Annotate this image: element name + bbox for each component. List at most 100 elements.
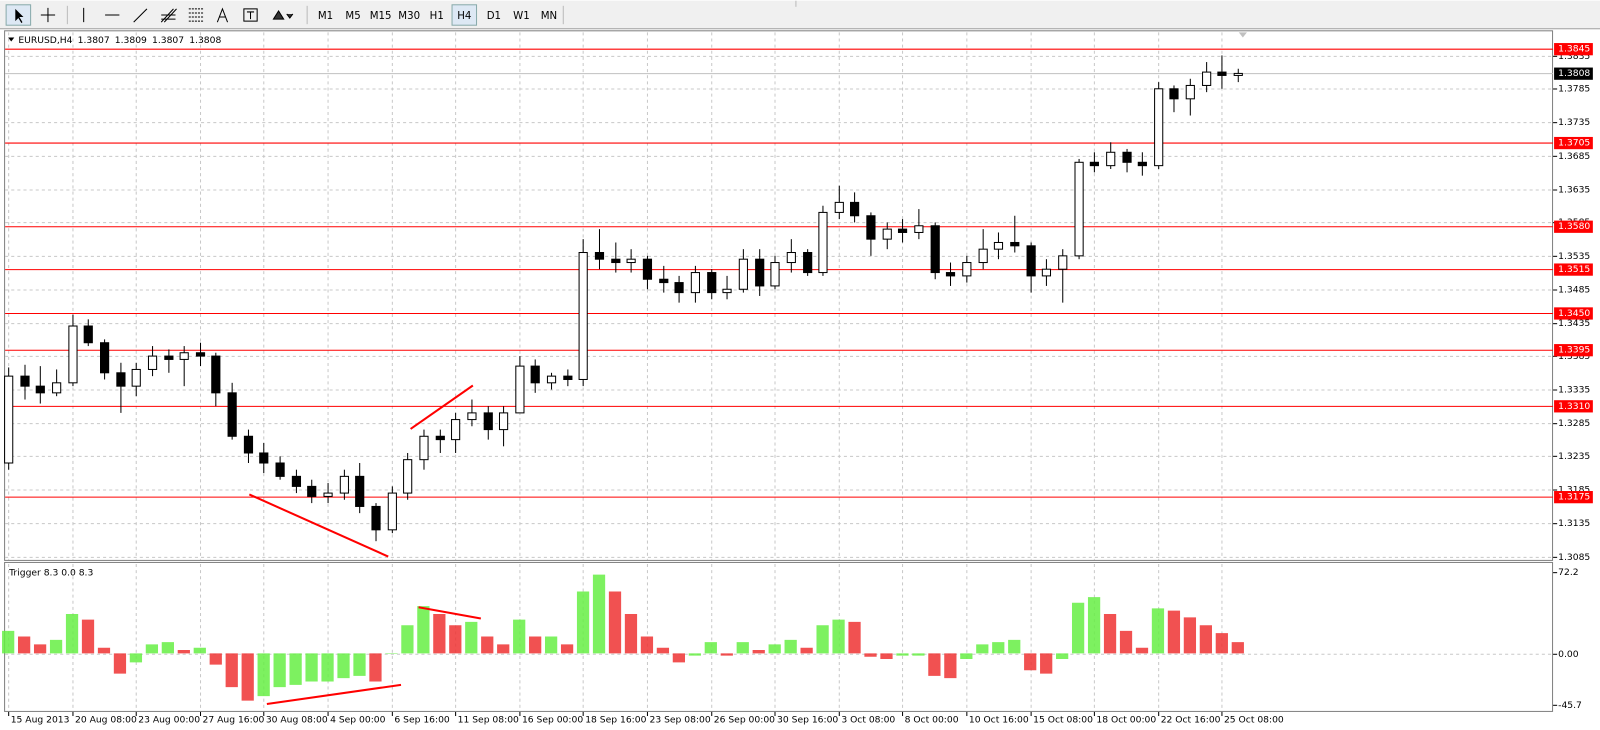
marks bbox=[2, 48, 1554, 706]
candle-body bbox=[897, 228, 908, 233]
level-label: 1.3395 bbox=[1558, 345, 1590, 356]
histogram-bar bbox=[592, 574, 606, 654]
arrows-tool[interactable] bbox=[272, 9, 294, 20]
timeframe-button[interactable]: D1 bbox=[487, 11, 501, 22]
histogram-bar bbox=[449, 625, 462, 654]
candle-body bbox=[179, 352, 189, 360]
histogram-bar bbox=[880, 653, 893, 660]
high: 1.3809 bbox=[115, 35, 147, 46]
histogram-bar bbox=[433, 613, 446, 654]
histogram-bar bbox=[417, 606, 430, 654]
candle-body bbox=[355, 475, 365, 507]
shift-marker bbox=[1238, 32, 1247, 38]
histogram-bar bbox=[608, 591, 622, 654]
y-tick-label: 1.3685 bbox=[1558, 151, 1590, 162]
histogram-bar bbox=[704, 642, 717, 654]
histogram-bar bbox=[624, 613, 638, 654]
candle-body bbox=[978, 248, 988, 264]
timeframe-button[interactable]: M15 bbox=[370, 11, 392, 22]
candle-body bbox=[578, 252, 588, 380]
toolbar: M1 M5 M15 M30 H1 H4 D1 W1 MN bbox=[0, 0, 1600, 30]
histogram-bar bbox=[1024, 653, 1037, 671]
histogram-bar bbox=[896, 653, 909, 656]
y-tick-label: 1.3135 bbox=[1558, 518, 1590, 529]
histogram-bar bbox=[193, 647, 206, 654]
candle-body bbox=[1074, 161, 1084, 257]
level-label: 1.3845 bbox=[1558, 44, 1590, 55]
histogram-bar bbox=[225, 653, 238, 688]
candle-body bbox=[1202, 71, 1212, 86]
x-tick-label: 15 Oct 08:00 bbox=[1033, 715, 1093, 726]
timeframe-button[interactable]: M5 bbox=[345, 11, 360, 22]
timeframe-button[interactable]: MN bbox=[541, 11, 557, 22]
histogram-bar bbox=[656, 647, 670, 654]
candle-body bbox=[515, 365, 525, 414]
histogram-bar bbox=[832, 619, 845, 654]
fibo-tool[interactable] bbox=[188, 8, 204, 22]
candle-body bbox=[642, 258, 653, 280]
histogram-bar bbox=[273, 653, 286, 688]
histogram-bar bbox=[1135, 647, 1149, 654]
candle-body bbox=[594, 252, 605, 260]
x-tick-label: 20 Aug 08:00 bbox=[75, 715, 137, 726]
x-tick-label: 23 Sep 08:00 bbox=[649, 715, 710, 726]
candle-body bbox=[52, 382, 62, 394]
histogram-bar bbox=[289, 653, 302, 685]
histogram-bar bbox=[113, 653, 127, 674]
timeframe-button[interactable]: W1 bbox=[513, 11, 530, 22]
label-tool[interactable] bbox=[243, 8, 258, 22]
y-tick-label: 1.3335 bbox=[1558, 385, 1590, 396]
trendline-tool[interactable] bbox=[133, 8, 148, 23]
x-tick-label: 30 Aug 08:00 bbox=[266, 715, 328, 726]
timeframe-button[interactable]: M1 bbox=[318, 11, 333, 22]
histogram-bar bbox=[145, 644, 159, 654]
channel-tool[interactable] bbox=[160, 8, 177, 23]
level-label: 1.3580 bbox=[1558, 221, 1590, 232]
histogram-bar bbox=[1103, 613, 1117, 654]
x-tick-label: 26 Sep 00:00 bbox=[714, 715, 775, 726]
candle-body bbox=[1010, 241, 1020, 247]
candle-body bbox=[1217, 71, 1227, 76]
timeframe-button[interactable]: H1 bbox=[430, 11, 444, 22]
level-label: 1.3450 bbox=[1558, 308, 1590, 319]
x-tick-label: 23 Aug 00:00 bbox=[138, 715, 200, 726]
candle-body bbox=[834, 201, 844, 213]
candle-body bbox=[68, 325, 78, 384]
candle-body bbox=[993, 241, 1004, 250]
toolbar-bg bbox=[0, 0, 1600, 30]
candle-body bbox=[707, 272, 717, 294]
y-tick-label: 1.3535 bbox=[1558, 251, 1590, 262]
candle-body bbox=[100, 342, 110, 374]
bid-label-bg bbox=[1554, 67, 1593, 80]
candle-body bbox=[1106, 151, 1116, 167]
histogram-bar bbox=[161, 642, 174, 654]
candle-body bbox=[211, 355, 221, 394]
label-tool-t bbox=[246, 11, 255, 20]
histogram-bar bbox=[545, 636, 558, 654]
candle-body bbox=[387, 492, 397, 531]
y-tick-label: 1.3285 bbox=[1558, 418, 1590, 429]
candle-body bbox=[243, 435, 254, 454]
histogram-bar bbox=[672, 653, 685, 663]
timeframe-button[interactable]: M30 bbox=[398, 11, 420, 22]
crosshair-icon[interactable] bbox=[40, 7, 56, 23]
text-tool[interactable] bbox=[216, 7, 229, 23]
histogram-bar bbox=[2, 630, 15, 654]
trendline bbox=[410, 384, 474, 430]
x-tick-label: 18 Sep 16:00 bbox=[585, 715, 646, 726]
candle-body bbox=[227, 392, 237, 437]
histogram-bar bbox=[513, 619, 526, 654]
candle-body bbox=[259, 452, 269, 464]
candle-body bbox=[626, 258, 636, 264]
histogram-bar bbox=[1087, 597, 1101, 654]
candle-body bbox=[722, 288, 732, 294]
candle-body bbox=[1154, 88, 1164, 167]
histogram-bar bbox=[97, 647, 111, 654]
y-tick-label: 1.3085 bbox=[1558, 552, 1590, 563]
timeframe-button[interactable]: H4 bbox=[457, 11, 471, 22]
candle-body bbox=[116, 372, 126, 387]
trendline bbox=[248, 493, 389, 558]
histogram-bar bbox=[369, 653, 382, 682]
histogram-bar bbox=[1056, 653, 1069, 660]
